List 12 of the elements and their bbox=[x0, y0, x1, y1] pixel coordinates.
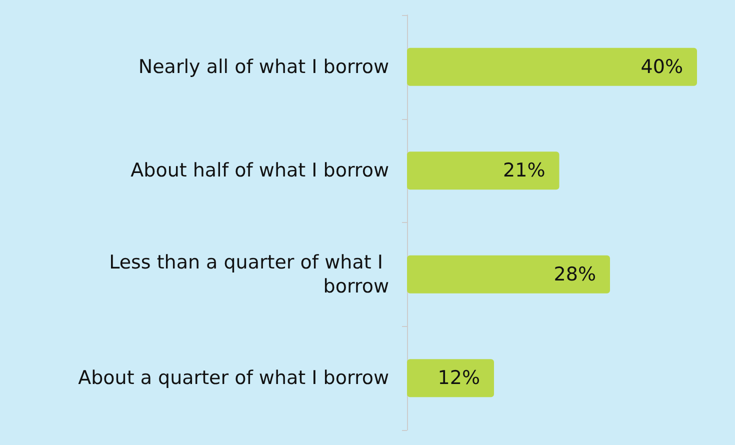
bar bbox=[407, 255, 610, 294]
y-tick-label: Less than a quarter of what I borrow bbox=[109, 251, 389, 298]
y-tick-label: Nearly all of what I borrow bbox=[138, 56, 389, 78]
bar bbox=[407, 48, 697, 86]
data-label: 21% bbox=[503, 160, 546, 182]
data-label: 28% bbox=[554, 263, 596, 286]
y-tick-label: About half of what I borrow bbox=[130, 160, 389, 182]
y-tick-label: About a quarter of what I borrow bbox=[78, 367, 389, 390]
data-label: 12% bbox=[438, 367, 480, 390]
bar bbox=[407, 152, 560, 190]
bar bbox=[407, 359, 494, 398]
data-label: 40% bbox=[640, 56, 683, 78]
